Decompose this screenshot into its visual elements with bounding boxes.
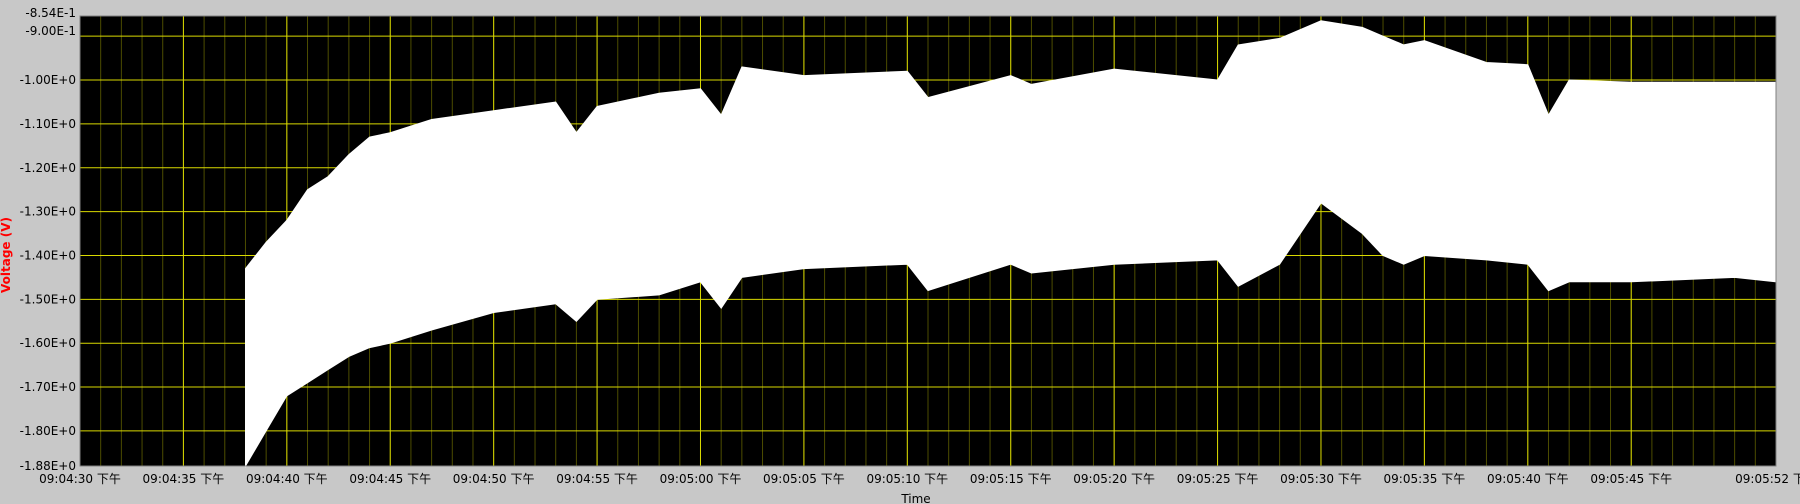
- y-tick-label: -8.54E-1: [25, 6, 76, 20]
- x-tick-label: 09:05:45 下午: [1590, 472, 1672, 486]
- x-tick-label: 09:05:30 下午: [1280, 472, 1362, 486]
- y-tick-label: -1.80E+0: [20, 424, 76, 438]
- x-tick-label: 09:05:25 下午: [1177, 472, 1259, 486]
- x-tick-label: 09:05:10 下午: [866, 472, 948, 486]
- x-axis-title: Time: [900, 492, 930, 504]
- y-tick-label: -9.00E-1: [25, 24, 76, 38]
- x-tick-label: 09:05:35 下午: [1384, 472, 1466, 486]
- y-tick-label: -1.20E+0: [20, 161, 76, 175]
- y-tick-label: -1.70E+0: [20, 380, 76, 394]
- x-tick-label: 09:05:52 下午: [1735, 472, 1800, 486]
- y-tick-label: -1.50E+0: [20, 292, 76, 306]
- y-tick-label: -1.88E+0: [20, 459, 76, 473]
- x-tick-label: 09:04:45 下午: [349, 472, 431, 486]
- y-tick-label: -1.30E+0: [20, 205, 76, 219]
- plot-border: [79, 15, 1777, 467]
- x-tick-label: 09:04:55 下午: [556, 472, 638, 486]
- x-tick-label: 09:05:05 下午: [763, 472, 845, 486]
- x-tick-label: 09:05:40 下午: [1487, 472, 1569, 486]
- x-tick-label: 09:04:30 下午: [39, 472, 121, 486]
- y-tick-label: -1.40E+0: [20, 248, 76, 262]
- x-tick-label: 09:04:40 下午: [246, 472, 328, 486]
- y-axis-title: Voltage (V): [0, 217, 13, 293]
- x-axis: 09:04:30 下午 09:04:35 下午 09:04:40 下午 09:04:4…: [39, 472, 1800, 486]
- y-tick-label: -1.00E+0: [20, 73, 76, 87]
- y-tick-label: -1.60E+0: [20, 336, 76, 350]
- y-tick-label: -1.10E+0: [20, 117, 76, 131]
- x-tick-label: 09:05:20 下午: [1073, 472, 1155, 486]
- y-axis: -8.54E-1 -9.00E-1 -1.00E+0 -1.10E+0 -1.20E+0…: [20, 6, 76, 473]
- plot-area: [79, 15, 1777, 468]
- x-tick-label: 09:05:15 下午: [970, 472, 1052, 486]
- x-tick-label: 09:05:00 下午: [660, 472, 742, 486]
- x-tick-label: 09:04:35 下午: [143, 472, 225, 486]
- x-tick-label: 09:04:50 下午: [453, 472, 535, 486]
